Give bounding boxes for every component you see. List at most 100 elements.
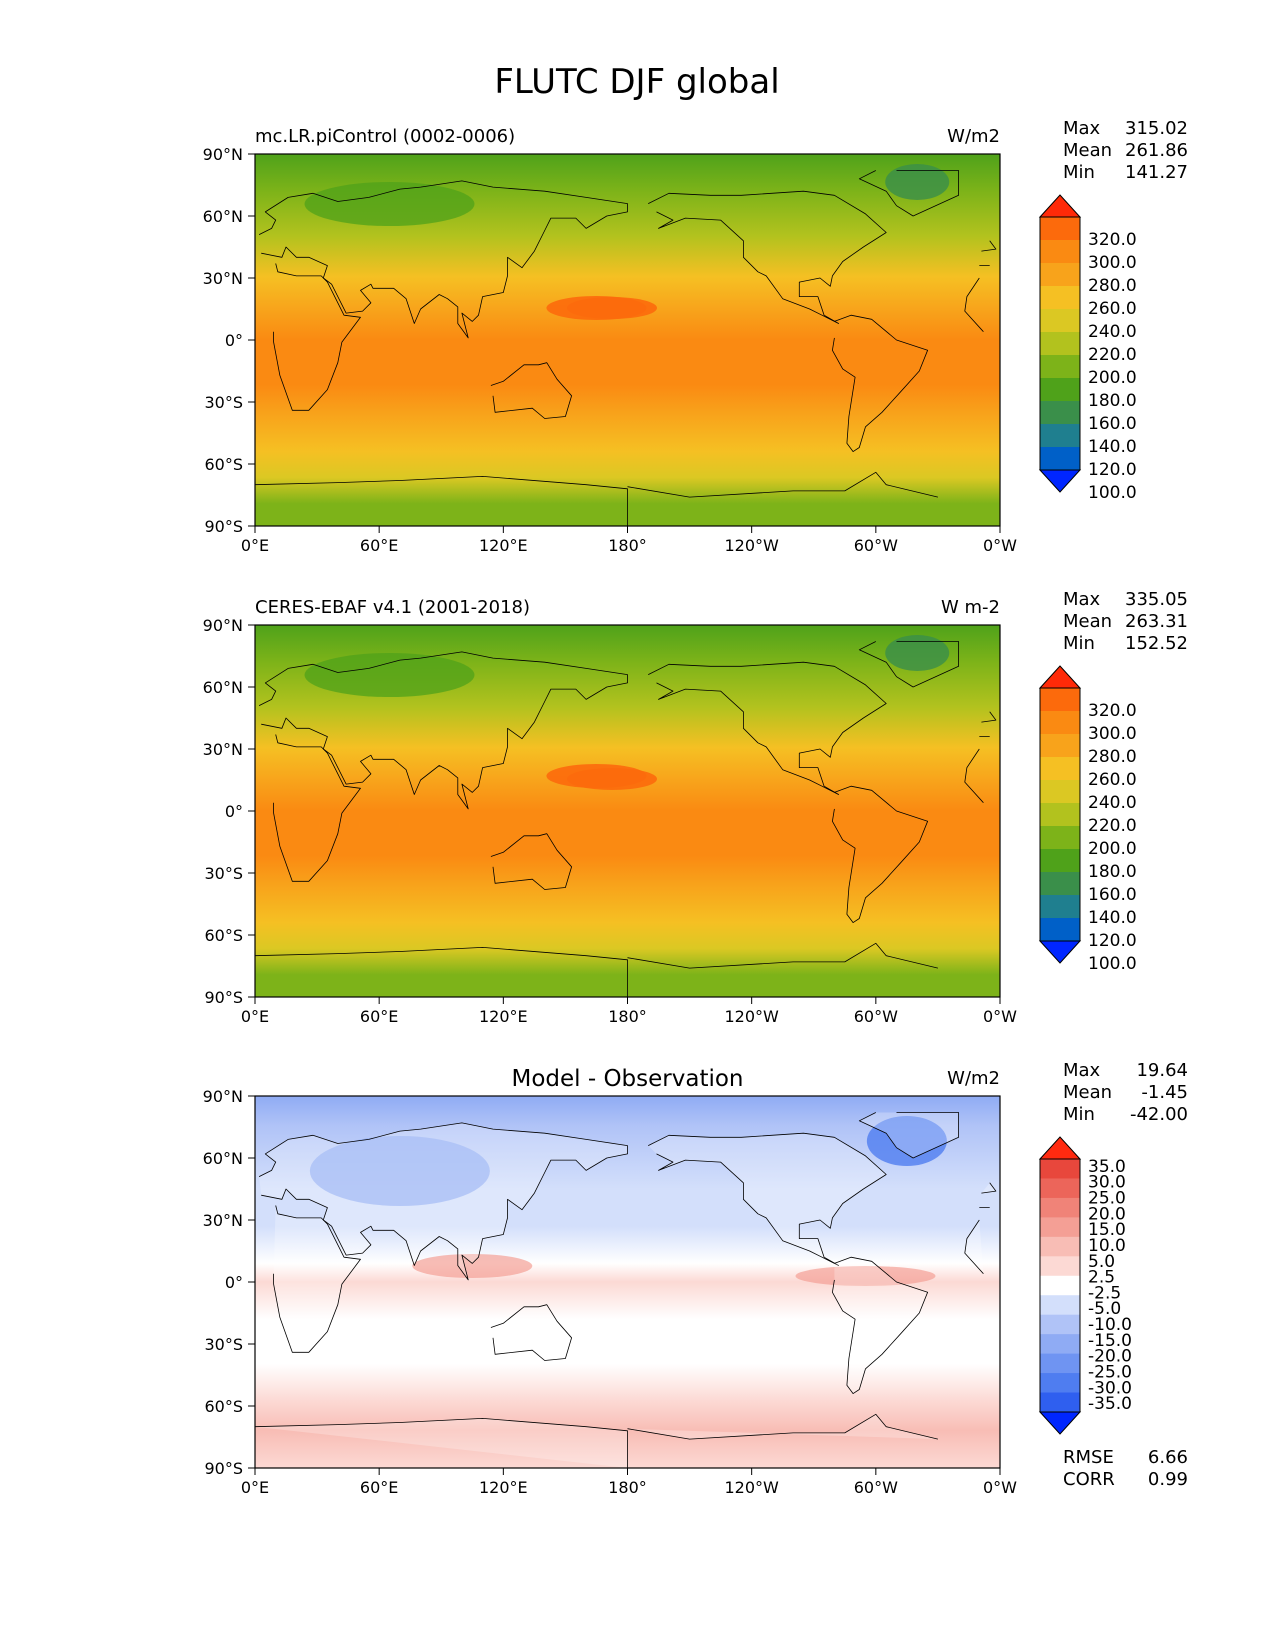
colorbar-extend-max (1038, 194, 1082, 218)
coastlines (254, 170, 997, 526)
continent-outline (648, 661, 887, 795)
continent-outline (273, 1205, 990, 1353)
colorbar-tick-label: 20.0 (1088, 1204, 1126, 1224)
panel-center-title: Model - Observation (511, 1066, 743, 1092)
colorbar-tick-label: 120.0 (1088, 460, 1137, 480)
stat-label: Max (1063, 1060, 1101, 1081)
colorbar-tick-label: -30.0 (1088, 1378, 1132, 1398)
lon-tick-label: 180° (608, 536, 647, 555)
colorbar-segment (1040, 217, 1080, 241)
continent-outline (832, 785, 928, 923)
anomaly-negative-region (309, 1136, 490, 1206)
colorbar-tick-label: 300.0 (1088, 253, 1137, 273)
lon-tick-label: 120°W (724, 1007, 779, 1026)
lat-tick-label: 90°N (203, 616, 243, 635)
colorbar-segment (1040, 424, 1080, 448)
colorbar-segment (1040, 1236, 1080, 1257)
lat-tick-label: 30°S (204, 1335, 243, 1354)
lat-tick-label: 30°S (204, 393, 243, 412)
panel-units: W/m2 (947, 1068, 1000, 1089)
lon-tick-label: 0°W (983, 1007, 1017, 1026)
colorbar-tick-label: 140.0 (1088, 908, 1137, 928)
coastlines (254, 641, 997, 997)
colorbar-tick-label: 260.0 (1088, 299, 1137, 319)
colorbar-segment (1040, 1217, 1080, 1238)
stat-label: Min (1063, 1104, 1095, 1125)
lat-tick-label: 30°N (203, 269, 243, 288)
stat-label: CORR (1063, 1469, 1115, 1490)
continent-outline (258, 651, 997, 810)
continent-outline (490, 1304, 572, 1361)
colorbar-segment (1040, 803, 1080, 827)
colorbar-tick-label: 240.0 (1088, 793, 1137, 813)
colorbar-segment (1040, 240, 1080, 264)
stat-value: 335.05 (1125, 589, 1188, 610)
colorbar-extend-min (1038, 469, 1082, 493)
colorbar-tick-label: 180.0 (1088, 862, 1137, 882)
lon-tick-label: 0°E (241, 1478, 269, 1497)
stat-value: 263.31 (1125, 611, 1188, 632)
colorbar-segment (1040, 711, 1080, 735)
colorbar-tick-label: 5.0 (1088, 1252, 1115, 1272)
continent-outline (858, 170, 959, 217)
lat-tick-label: 30°N (203, 1211, 243, 1230)
colorbar-segment (1040, 309, 1080, 333)
colorbar-tick-label: 280.0 (1088, 747, 1137, 767)
lon-tick-label: 120°E (479, 536, 528, 555)
colorbar-segment (1040, 849, 1080, 873)
colorbar-segment (1040, 1353, 1080, 1374)
colorbar-segment (1040, 1334, 1080, 1355)
colorbar-tick-label: 120.0 (1088, 931, 1137, 951)
colorbar-tick-label: 260.0 (1088, 770, 1137, 790)
stat-value: 261.86 (1125, 140, 1188, 161)
field-minimum-region (304, 182, 475, 226)
coastlines (254, 1112, 997, 1468)
colorbar-segment (1040, 1373, 1080, 1394)
lat-tick-label: 60°N (203, 678, 243, 697)
continent-outline (258, 1122, 997, 1281)
stat-value: 141.27 (1125, 162, 1188, 183)
colorbar-segment (1040, 734, 1080, 758)
lat-tick-label: 90°N (203, 145, 243, 164)
stat-label: Mean (1063, 611, 1112, 632)
colorbar-extend-min (1038, 1411, 1082, 1435)
lat-tick-label: 0° (225, 802, 243, 821)
map-panel: 90°N 60°N 30°N 0° 30°S 60°S 90°S0°E 60°E 120°E 18… (203, 118, 1188, 555)
anomaly-positive-region (795, 1266, 936, 1286)
continent-outline (832, 314, 928, 452)
stat-label: Mean (1063, 140, 1112, 161)
colorbar-segment (1040, 757, 1080, 781)
colorbar-segment (1040, 1275, 1080, 1296)
lon-tick-label: 60°E (360, 1478, 398, 1497)
colorbar-tick-label: 25.0 (1088, 1189, 1126, 1209)
colorbar-frame (1039, 687, 1081, 942)
colorbar-segment (1040, 447, 1080, 471)
stat-value: -42.00 (1130, 1104, 1188, 1125)
colorbar-tick-label: 240.0 (1088, 322, 1137, 342)
colorbar-tick-label: 100.0 (1088, 483, 1137, 503)
lat-tick-label: 90°S (204, 988, 243, 1007)
colorbar: 320.0 300.0 280.0 260.0 240.0 220.0 200.0 180.0… (1038, 665, 1137, 974)
panel-left-title: CERES-EBAF v4.1 (2001-2018) (255, 597, 530, 618)
stat-value: 0.99 (1148, 1469, 1188, 1490)
lat-tick-label: 60°S (204, 926, 243, 945)
colorbar-segment (1040, 872, 1080, 896)
colorbar-frame (1039, 1158, 1081, 1413)
colorbar-tick-label: 30.0 (1088, 1173, 1126, 1193)
colorbar-tick-label: 100.0 (1088, 954, 1137, 974)
field-maximum-region (546, 764, 647, 788)
stat-label: Max (1063, 589, 1101, 610)
field-minimum-region (304, 653, 475, 697)
colorbar-tick-label: -5.0 (1088, 1299, 1121, 1319)
map-panel: 90°N 60°N 30°N 0° 30°S 60°S 90°S0°E 60°E 120°E 18… (203, 589, 1188, 1026)
continent-outline (254, 1413, 938, 1468)
stat-value: 19.64 (1136, 1060, 1188, 1081)
continent-outline (254, 471, 938, 526)
lon-tick-label: 60°E (360, 1007, 398, 1026)
continent-outline (858, 1112, 959, 1159)
colorbar-tick-label: 15.0 (1088, 1220, 1126, 1240)
colorbar-tick-label: 35.0 (1088, 1157, 1126, 1177)
colorbar-tick-label: 300.0 (1088, 724, 1137, 744)
continent-outline (648, 1132, 887, 1266)
lon-tick-label: 120°E (479, 1007, 528, 1026)
